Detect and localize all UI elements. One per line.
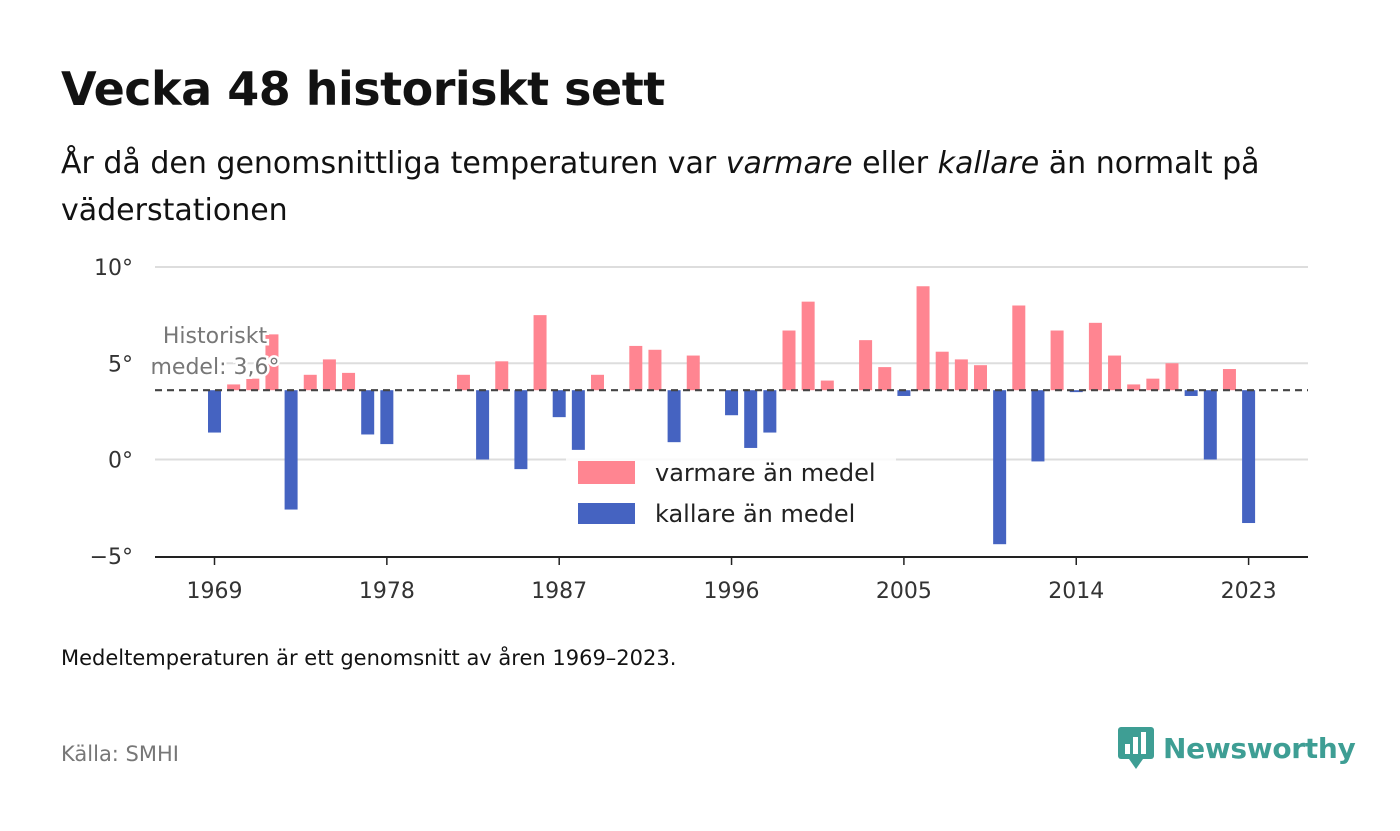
axis-layer: −5° 0° 5° 10° 1969 1978 1987 1996 2005 2014 2023 (90, 256, 1308, 604)
bar-warm (820, 380, 834, 391)
bar-warm (878, 367, 892, 391)
bar-warm (1146, 378, 1160, 391)
bar-cold (361, 390, 375, 435)
bar-cold (284, 390, 298, 510)
bar-warm (1222, 369, 1236, 391)
x-tick-label: 2014 (1048, 579, 1104, 604)
bar-warm (1088, 322, 1102, 391)
bar-cold (993, 390, 1007, 545)
subtitle-text-2: eller (852, 146, 938, 181)
x-tick-label: 1996 (704, 579, 760, 604)
bar-warm (935, 351, 949, 391)
bar-cold (1242, 390, 1256, 524)
bar-cold (571, 390, 585, 450)
logo-text: Newsworthy (1163, 731, 1356, 765)
bar-warm (533, 315, 547, 391)
bar-cold (1203, 390, 1217, 460)
bars-layer (208, 286, 1256, 545)
bar-cold (208, 390, 221, 433)
bar-warm (782, 330, 796, 391)
x-tick-label: 2023 (1221, 579, 1277, 604)
bar-warm (801, 301, 815, 391)
legend-label-cold: kallare än medel (655, 500, 855, 528)
x-tick-label: 2005 (876, 579, 932, 604)
bar-warm (629, 345, 643, 391)
legend-swatch-cold (578, 503, 635, 524)
subtitle-warm-word: varmare (725, 146, 853, 181)
y-tick-label: 10° (94, 256, 133, 281)
bar-cold (476, 390, 490, 460)
bar-cold (667, 390, 681, 443)
legend-label-warm: varmare än medel (655, 459, 876, 487)
bar-warm (974, 365, 987, 391)
bar-warm (859, 340, 873, 391)
bar-warm (686, 355, 700, 391)
newsworthy-logo: Newsworthy (1117, 726, 1356, 770)
bar-cold (1031, 390, 1045, 462)
mean-line-layer: Historiskt medel: 3,6° (148, 322, 1308, 392)
bar-warm (954, 359, 968, 391)
chart-subtitle: År då den genomsnittliga temperaturen va… (61, 140, 1291, 234)
bar-warm (246, 378, 260, 391)
bar-warm (1165, 363, 1179, 391)
bar-cold (380, 390, 394, 445)
bar-warm (342, 372, 356, 391)
bar-cold (552, 390, 566, 418)
x-tick-label: 1969 (187, 579, 243, 604)
chart-title: Vecka 48 historiskt sett (61, 62, 665, 116)
x-tick-label: 1978 (359, 579, 415, 604)
y-tick-label: 5° (108, 352, 133, 377)
bar-warm (303, 374, 317, 391)
newsworthy-logo-icon (1118, 727, 1154, 769)
subtitle-text-1: År då den genomsnittliga temperaturen va… (61, 146, 726, 181)
bar-warm (648, 349, 662, 391)
bar-warm (456, 374, 470, 391)
bar-warm (1127, 384, 1141, 391)
source-credit: Källa: SMHI (61, 742, 179, 766)
bar-warm (227, 384, 241, 391)
bar-warm (495, 361, 509, 391)
bar-warm (322, 359, 336, 391)
y-tick-label: −5° (90, 545, 133, 570)
bar-cold (514, 390, 528, 470)
y-tick-label: 0° (108, 449, 133, 474)
bar-cold (1069, 390, 1083, 393)
bar-warm (1012, 305, 1026, 391)
footnote: Medeltemperaturen är ett genomsnitt av å… (61, 646, 677, 670)
bar-cold (1184, 390, 1198, 396)
bar-cold (897, 390, 911, 396)
bar-cold (744, 390, 758, 448)
legend-swatch-warm (578, 461, 635, 484)
bar-cold (725, 390, 739, 416)
bar-warm (591, 374, 604, 391)
subtitle-cold-word: kallare (937, 146, 1040, 181)
bar-warm (1050, 330, 1064, 391)
mean-annotation-line: Historiskt (163, 324, 268, 349)
bar-warm (916, 286, 930, 391)
legend: varmare än medel kallare än medel (566, 450, 896, 534)
bar-warm (265, 334, 279, 391)
bar-warm (1108, 355, 1122, 391)
x-tick-label: 1987 (531, 579, 587, 604)
mean-annotation-line: medel: 3,6° (151, 355, 280, 380)
bar-cold (763, 390, 777, 433)
subtitle-text-3: än normalt på väderstationen (61, 146, 1260, 228)
